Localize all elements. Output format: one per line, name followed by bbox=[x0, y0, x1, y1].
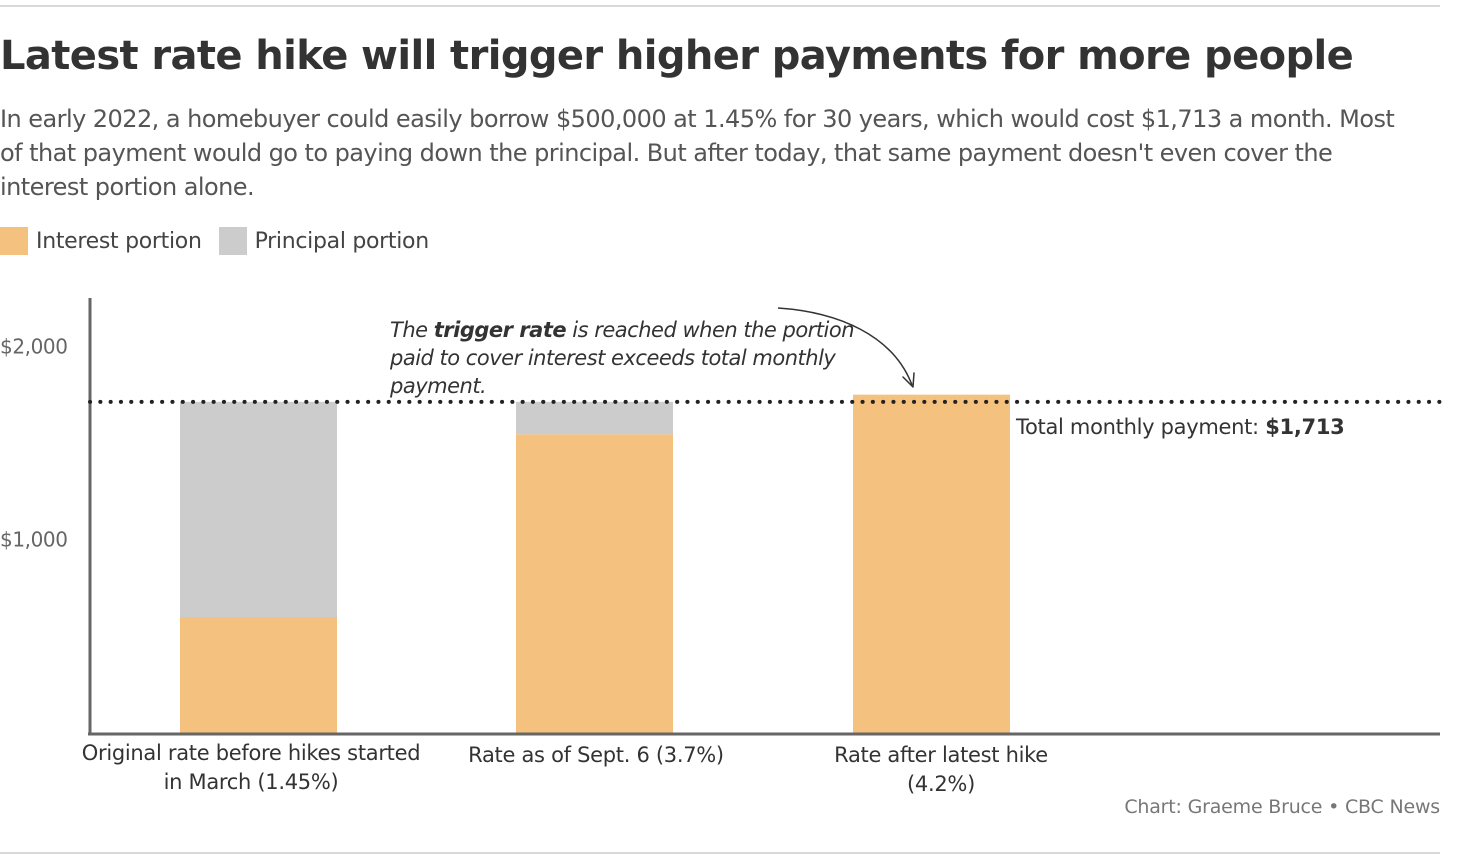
bar-principal-1 bbox=[180, 401, 337, 617]
annotation-arrowhead bbox=[902, 372, 915, 388]
legend-label-interest: Interest portion bbox=[36, 228, 202, 254]
chart-title: Latest rate hike will trigger higher pay… bbox=[0, 33, 1354, 79]
x-tick-label-original: Original rate before hikes started in Ma… bbox=[81, 741, 421, 794]
legend-item-principal: Principal portion bbox=[218, 227, 430, 255]
bar-principal-2 bbox=[516, 401, 673, 435]
y-tick-label: $2,000 bbox=[0, 334, 68, 358]
y-tick-label: $1,000 bbox=[0, 528, 68, 552]
x-tick-label-sept6: Rate as of Sept. 6 (3.7%) bbox=[468, 743, 724, 767]
annotation-text-post: is reached when the portion paid to cove… bbox=[390, 318, 855, 398]
top-divider bbox=[0, 5, 1440, 7]
legend-label-principal: Principal portion bbox=[254, 228, 430, 254]
reference-line-label: Total monthly payment: $1,713 bbox=[1016, 412, 1345, 442]
reference-label-text: Total monthly payment: bbox=[1016, 415, 1266, 439]
legend-swatch-principal bbox=[218, 227, 247, 255]
bar-interest-2 bbox=[516, 434, 673, 733]
legend: Interest portion Principal portion bbox=[0, 226, 446, 256]
trigger-rate-annotation: The trigger rate is reached when the por… bbox=[390, 316, 890, 400]
bar-interest-1 bbox=[180, 617, 337, 733]
bar-group bbox=[180, 394, 1010, 733]
legend-item-interest: Interest portion bbox=[0, 227, 202, 255]
bar-interest-3 bbox=[853, 394, 1010, 733]
annotation-arrow bbox=[777, 307, 913, 386]
annotation-text-bold: trigger rate bbox=[433, 318, 567, 342]
x-tick-label-latest: Rate after latest hike (4.2%) bbox=[834, 743, 1048, 796]
legend-swatch-interest bbox=[0, 227, 28, 255]
reference-label-value: $1,713 bbox=[1265, 415, 1345, 439]
bottom-divider bbox=[0, 852, 1440, 854]
annotation-text-pre: The bbox=[390, 318, 434, 342]
chart-subtitle: In early 2022, a homebuyer could easily … bbox=[0, 105, 1395, 201]
y-axis-ticks: $1,000 $2,000 bbox=[0, 334, 68, 551]
chart-credit: Chart: Graeme Bruce • CBC News bbox=[1124, 796, 1440, 818]
